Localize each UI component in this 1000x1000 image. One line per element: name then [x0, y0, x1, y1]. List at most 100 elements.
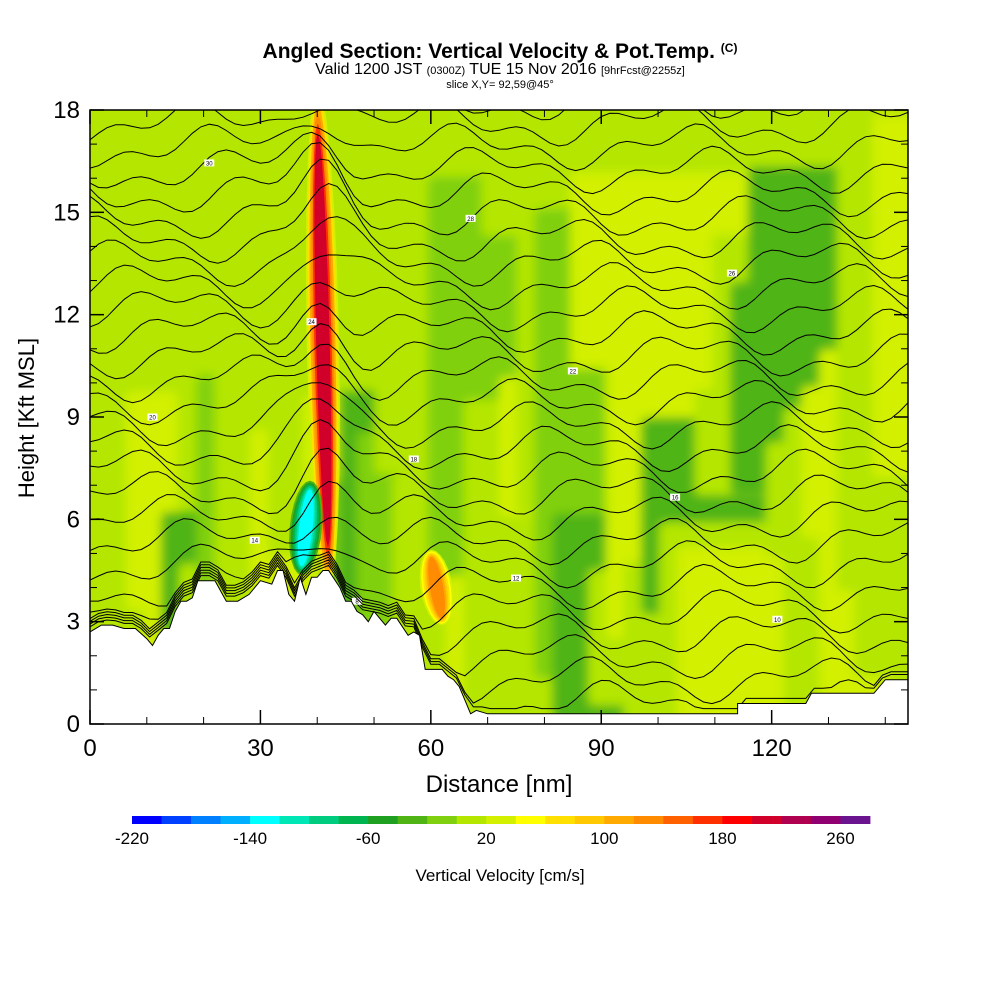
chart-title: Angled Section: Vertical Velocity & Pot.…: [262, 40, 738, 63]
theta-contour: [90, 216, 908, 287]
colorbar-swatch: [722, 816, 753, 824]
colorbar-tick-label: -220: [115, 829, 149, 848]
colorbar-swatch: [427, 816, 458, 824]
contour-label-bg: [204, 159, 215, 167]
theta-contour: [90, 447, 908, 515]
contour-label-bg: [147, 413, 158, 421]
contour-label-bg: [306, 318, 317, 326]
y-tick-label: 15: [53, 199, 80, 226]
theta-contour: [90, 122, 908, 172]
contour-label-bg: [408, 455, 419, 463]
theta-contour: [90, 550, 908, 612]
contour-label: 10: [774, 618, 781, 624]
theta-contour: [90, 480, 908, 541]
colorbar-swatch: [220, 816, 251, 824]
theta-contour: [90, 540, 908, 589]
contour-label: 30: [206, 161, 213, 167]
colorbar-swatch: [309, 816, 340, 824]
theta-contour: [90, 561, 908, 705]
theta-contour: [90, 564, 908, 710]
field-core-updraft-core: [314, 133, 332, 548]
contour-label: 14: [251, 539, 258, 545]
x-tick-label: 30: [247, 735, 274, 762]
contour-label: 26: [729, 272, 736, 278]
theta-contour: [90, 142, 908, 218]
colorbar-swatch: [840, 816, 871, 824]
colorbar-swatch: [486, 816, 517, 824]
colorbar-tick-label: 260: [826, 829, 854, 848]
colorbar-tick-label: -60: [356, 829, 381, 848]
theta-contour: [90, 158, 908, 240]
colorbar-swatch: [781, 816, 812, 824]
colorbar-swatch: [397, 816, 428, 824]
theta-contour: [90, 553, 908, 634]
contour-label-bg: [567, 367, 578, 375]
contour-label-bg: [351, 597, 362, 605]
y-tick-label: 18: [53, 97, 80, 124]
contour-label-bg: [511, 574, 522, 582]
colorbar-swatch: [250, 816, 280, 824]
colorbar-swatch: [604, 816, 635, 824]
chart-slice-info: slice X,Y= 92,59@45°: [446, 79, 554, 91]
contour-label-bg: [249, 536, 260, 544]
contour-label: 16: [672, 496, 679, 502]
y-tick-label: 9: [67, 404, 80, 431]
colorbar-swatch: [191, 816, 221, 824]
y-tick-label: 12: [53, 302, 80, 329]
y-axis-label: Height [Kft MSL]: [14, 338, 39, 498]
theta-contour: [90, 182, 908, 264]
colorbar-swatch: [663, 816, 694, 824]
theta-contour: [90, 302, 908, 356]
contour-label: 24: [308, 320, 315, 326]
x-tick-label: 0: [83, 735, 96, 762]
theta-contour: [90, 382, 908, 450]
theta-contour: [90, 281, 908, 334]
colorbar-tick-label: 20: [477, 829, 496, 848]
theta-contour: [90, 254, 908, 311]
colorbar-swatch: [132, 816, 162, 824]
chart-subtitle: Valid 1200 JST (0300Z) TUE 15 Nov 2016 […: [315, 61, 685, 78]
contour-label-bg: [465, 214, 476, 222]
y-tick-label: 6: [67, 506, 80, 533]
theta-contour: [90, 516, 908, 566]
colorbar-swatch: [161, 816, 192, 824]
x-axis-label: Distance [nm]: [426, 771, 573, 798]
colorbar-swatch: [368, 816, 399, 824]
colorbar-swatch: [810, 816, 841, 824]
colorbar-swatch: [456, 816, 487, 824]
x-tick-label: 90: [588, 735, 615, 762]
theta-contour: [90, 343, 908, 404]
field-streak: [872, 114, 908, 478]
contour-label-bg: [670, 493, 681, 501]
theta-contour: [90, 556, 908, 656]
colorbar-swatch: [692, 816, 723, 824]
colorbar-swatch: [279, 816, 310, 824]
contour-label: 8: [355, 600, 359, 606]
y-tick-label: 0: [67, 711, 80, 738]
axis-ticks: 0 30 60 90 120 0 3 6 9 12 15 18: [53, 97, 908, 762]
colorbar-tick-label: -140: [233, 829, 267, 848]
theta-contour: [90, 110, 908, 147]
x-tick-label: 120: [752, 735, 792, 762]
colorbar-swatch: [574, 816, 605, 824]
contour-label-bg: [726, 269, 737, 277]
colorbar-tick-label: 180: [708, 829, 736, 848]
colorbar-swatch: [633, 816, 664, 824]
contour-label: 22: [570, 369, 577, 375]
y-tick-label: 3: [67, 609, 80, 636]
field-core-lee-updraft: [428, 556, 445, 619]
colorbar-swatch: [515, 816, 546, 824]
colorbar-tick-label: 100: [590, 829, 618, 848]
terrain-mask: [89, 570, 909, 725]
theta-contour: [90, 419, 908, 493]
potential-temperature-contours: 8 10 12 14 16 18 20 22 24 26 28 30: [90, 110, 908, 710]
chart-title-block: Angled Section: Vertical Velocity & Pot.…: [0, 36, 1000, 91]
contour-label: 18: [410, 457, 417, 463]
contour-label: 28: [467, 217, 474, 223]
colorbar-label: Vertical Velocity [cm/s]: [415, 866, 584, 885]
contour-label: 12: [513, 577, 520, 583]
x-tick-label: 60: [417, 735, 444, 762]
colorbar-swatch: [338, 816, 369, 824]
colorbar-swatch: [545, 816, 576, 824]
